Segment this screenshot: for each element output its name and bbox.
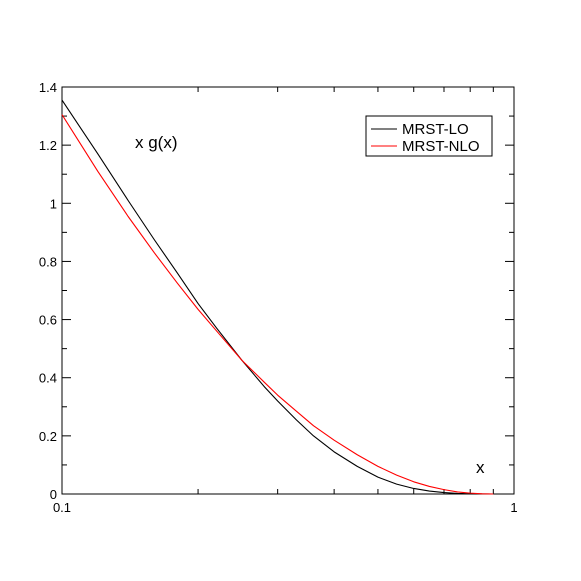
y-tick-label: 1.4 [39, 80, 57, 95]
series-line-mrst-lo [61, 99, 494, 495]
legend-label-mrst-nlo: MRST-NLO [402, 138, 480, 155]
y-tick-label: 1 [50, 196, 57, 211]
x-axis-label: x [476, 458, 485, 477]
series-lines [61, 99, 494, 495]
y-tick-label: 1.2 [39, 138, 57, 153]
x-tick-label: 0.1 [53, 500, 71, 515]
legend-label-mrst-lo: MRST-LO [402, 121, 469, 138]
y-tick-label: 0.4 [39, 371, 57, 386]
y-axis-ticks: 0 0.2 0.4 0.6 0.8 1 1.2 1.4 [39, 80, 514, 502]
y-tick-label: 0.2 [39, 429, 57, 444]
y-tick-label: 0 [50, 487, 57, 502]
y-axis-label: x g(x) [135, 133, 178, 152]
x-tick-label: 1 [510, 500, 517, 515]
legend: MRST-LO MRST-NLO [365, 115, 493, 157]
series-line-mrst-nlo [61, 114, 494, 495]
legend-box [365, 115, 493, 157]
y-tick-label: 0.6 [39, 313, 57, 328]
y-tick-label: 0.8 [39, 254, 57, 269]
